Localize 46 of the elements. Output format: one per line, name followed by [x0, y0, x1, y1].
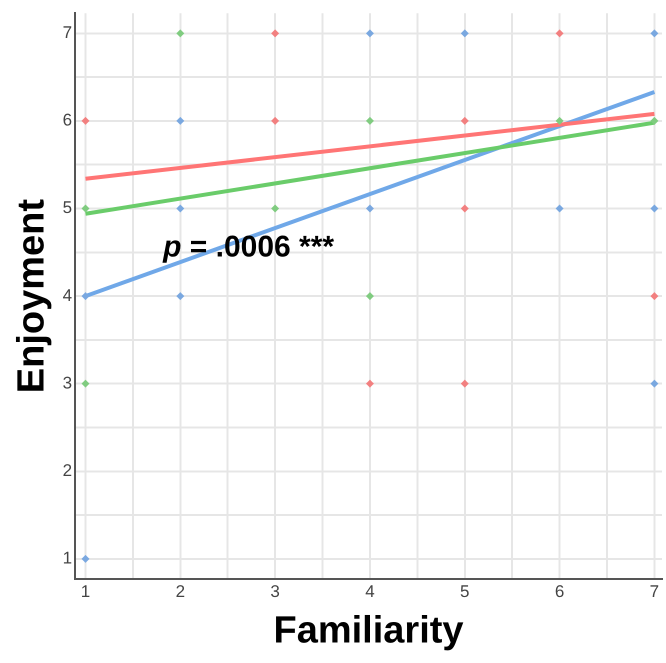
x-tick-label: 2 — [176, 582, 186, 601]
point — [81, 116, 90, 125]
point — [650, 380, 658, 388]
point — [176, 292, 184, 300]
annotation: p = .0006 *** — [162, 230, 334, 264]
point — [366, 204, 374, 213]
point — [81, 554, 90, 563]
x-tick-label: 1 — [80, 582, 90, 601]
point — [271, 116, 280, 125]
point — [650, 116, 658, 125]
point — [81, 204, 90, 213]
point — [366, 292, 374, 300]
x-axis-title: Familiarity — [273, 610, 464, 652]
point — [176, 204, 184, 213]
point — [271, 204, 280, 213]
y-axis-title: Enjoyment — [10, 198, 52, 394]
y-tick-label: 2 — [62, 460, 72, 480]
point — [650, 29, 658, 38]
x-tick-label: 7 — [650, 582, 660, 601]
point — [650, 292, 658, 300]
x-tick-label: 5 — [460, 582, 470, 601]
point — [556, 116, 564, 125]
point — [366, 29, 374, 38]
y-tick-label: 4 — [62, 286, 72, 305]
x-tick-label: 6 — [554, 582, 564, 601]
point — [81, 292, 90, 300]
point — [271, 29, 280, 38]
point — [366, 116, 374, 125]
point — [556, 204, 564, 213]
point — [366, 380, 374, 388]
point — [176, 29, 184, 38]
y-tick-label: 1 — [62, 548, 72, 568]
y-tick-label: 5 — [62, 198, 72, 218]
y-tick-label: 3 — [62, 373, 72, 392]
point — [81, 380, 90, 388]
y-tick-label: 6 — [62, 110, 72, 130]
point — [460, 380, 469, 388]
point — [460, 116, 469, 125]
point — [176, 116, 184, 125]
x-tick-label: 4 — [365, 582, 375, 601]
point — [460, 204, 469, 213]
point — [460, 29, 469, 38]
x-tick-label: 3 — [270, 582, 280, 601]
point — [556, 29, 564, 38]
y-tick-label: 7 — [62, 23, 72, 42]
point — [650, 204, 658, 213]
